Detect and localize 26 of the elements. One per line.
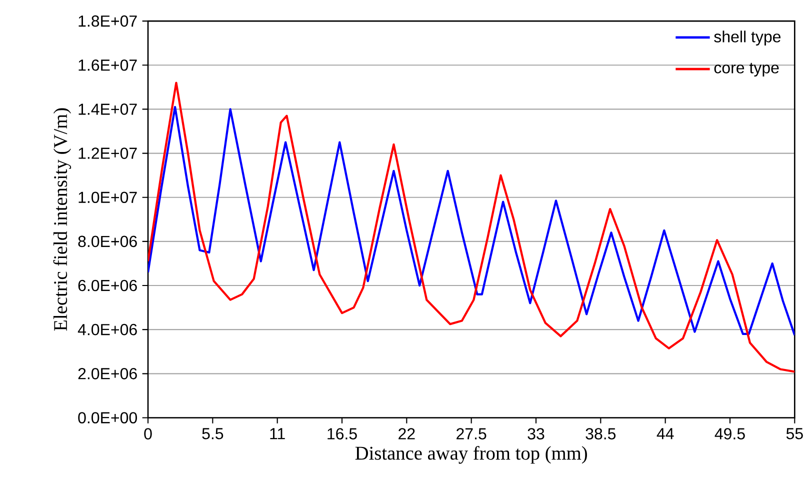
x-axis-title: Distance away from top (mm) [355, 446, 587, 464]
y-tick-label: 1.0E+07 [78, 192, 137, 204]
x-tick-label: 33 [528, 428, 544, 440]
y-tick-label: 1.2E+07 [78, 148, 137, 159]
x-tick-label: 16.5 [328, 428, 357, 440]
x-tick-label: 38.5 [586, 428, 616, 440]
y-tick-label: 2.0E+06 [78, 368, 137, 380]
y-tick-label: 0.0E+00 [78, 412, 137, 424]
x-tick-label: 55 [786, 428, 803, 440]
legend-label: shell type [714, 30, 781, 46]
y-axis-title: Electric field intensity (V/m) [53, 108, 72, 331]
x-tick-label: 49.5 [714, 428, 745, 440]
y-tick-label: 1.4E+07 [78, 104, 137, 115]
line-series [148, 82, 795, 373]
y-tick-label: 6.0E+06 [78, 280, 137, 292]
y-tick-label: 1.8E+07 [78, 15, 137, 27]
x-tick-label: 27.5 [456, 428, 486, 440]
x-tick-label: 11 [270, 428, 285, 440]
x-tick-label: 0 [144, 428, 152, 440]
x-tick-label: 5.5 [202, 428, 224, 440]
y-tick-label: 1.6E+07 [78, 59, 137, 71]
x-tick-label: 44 [656, 428, 674, 440]
x-tick-label: 22 [398, 428, 415, 440]
y-tick-label: 4.0E+06 [78, 324, 137, 336]
legend-label: core type [714, 62, 779, 77]
y-tick-label: 8.0E+06 [78, 236, 137, 248]
